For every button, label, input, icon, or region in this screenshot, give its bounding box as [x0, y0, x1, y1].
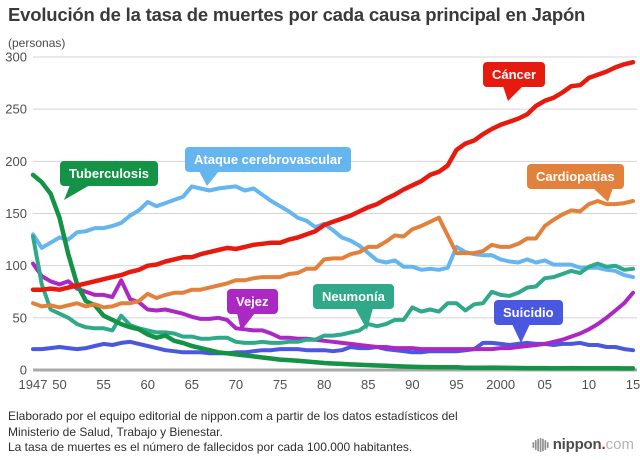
- label-pointer: [503, 86, 523, 101]
- label-pointer: [355, 308, 373, 330]
- y-axis-tick-label: 250: [5, 102, 27, 117]
- x-axis-tick-label: 2000: [486, 377, 515, 392]
- y-axis-tick-label: 100: [5, 258, 27, 273]
- series-label-text: Cáncer: [492, 67, 537, 82]
- series-line-cardiopatias: [31, 199, 635, 310]
- y-axis-tick-label: 200: [5, 154, 27, 169]
- y-axis-unit-label: (personas): [8, 36, 66, 50]
- series-line-cerebrovascular: [31, 184, 635, 280]
- series-label-suicidio: Suicidio: [494, 300, 563, 343]
- series-label-tuberculosis: Tuberculosis: [60, 161, 158, 200]
- source-note: Elaborado por el equipo editorial de nip…: [8, 409, 458, 456]
- y-axis-tick-label: 50: [13, 310, 27, 325]
- x-axis-tick-label: 85: [361, 377, 375, 392]
- series-label-text: Tuberculosis: [69, 166, 149, 181]
- series-line-vejez: [31, 261, 635, 352]
- x-axis-tick-label: 95: [449, 377, 463, 392]
- source-note-line1: Elaborado por el equipo editorial de nip…: [8, 409, 458, 423]
- logo-name: nippon: [552, 436, 602, 453]
- logo-suffix: com: [605, 436, 634, 453]
- x-axis-tick-label: 15: [626, 377, 640, 392]
- series-label-cerebrovascular: Ataque cerebrovascular: [185, 147, 352, 186]
- x-axis-tick-label: 05: [538, 377, 552, 392]
- label-pointer: [199, 171, 219, 186]
- x-axis-tick-label: 10: [582, 377, 596, 392]
- label-pointer: [593, 188, 613, 202]
- source-note-line2: Ministerio de Salud, Trabajo y Bienestar…: [8, 424, 223, 439]
- x-axis-tick-label: 1947: [19, 377, 48, 392]
- series-label-vejez: Vejez: [227, 289, 278, 331]
- x-axis-tick-label: 60: [140, 377, 154, 392]
- series-line-tuberculosis: [30, 172, 636, 371]
- x-axis-tick-label: 90: [405, 377, 419, 392]
- series-label-neumonia: Neumonía: [313, 284, 394, 330]
- series-label-cardiopatias: Cardiopatías: [527, 164, 624, 202]
- x-axis-tick-label: 55: [96, 377, 110, 392]
- x-axis-tick-label: 70: [229, 377, 243, 392]
- series-line-cancer: [30, 59, 636, 292]
- label-pointer: [512, 324, 530, 343]
- x-axis-tick-label: 50: [52, 377, 66, 392]
- y-axis-tick-label: 300: [5, 50, 27, 65]
- page-title: Evolución de la tasa de muertes por cada…: [8, 4, 586, 25]
- series-label-cancer: Cáncer: [483, 62, 546, 101]
- x-axis-tick-label: 65: [185, 377, 199, 392]
- series-label-text: Ataque cerebrovascular: [194, 152, 343, 167]
- series-label-text: Vejez: [236, 294, 269, 309]
- label-pointer: [64, 185, 90, 200]
- series-label-text: Cardiopatías: [536, 169, 615, 184]
- y-axis-tick-label: 0: [20, 363, 27, 378]
- logo-dot: .: [601, 436, 606, 453]
- nippon-logo-icon: [532, 438, 549, 452]
- series-label-text: Neumonía: [322, 289, 385, 304]
- series-label-text: Suicidio: [503, 305, 554, 320]
- nippon-com-logo: nippon.com: [532, 436, 634, 454]
- x-axis-tick-label: 75: [273, 377, 287, 392]
- x-axis-tick-label: 80: [317, 377, 331, 392]
- y-axis-tick-label: 150: [5, 206, 27, 221]
- source-note-line3: La tasa de muertes es el número de falle…: [8, 440, 413, 454]
- label-pointer: [237, 313, 255, 331]
